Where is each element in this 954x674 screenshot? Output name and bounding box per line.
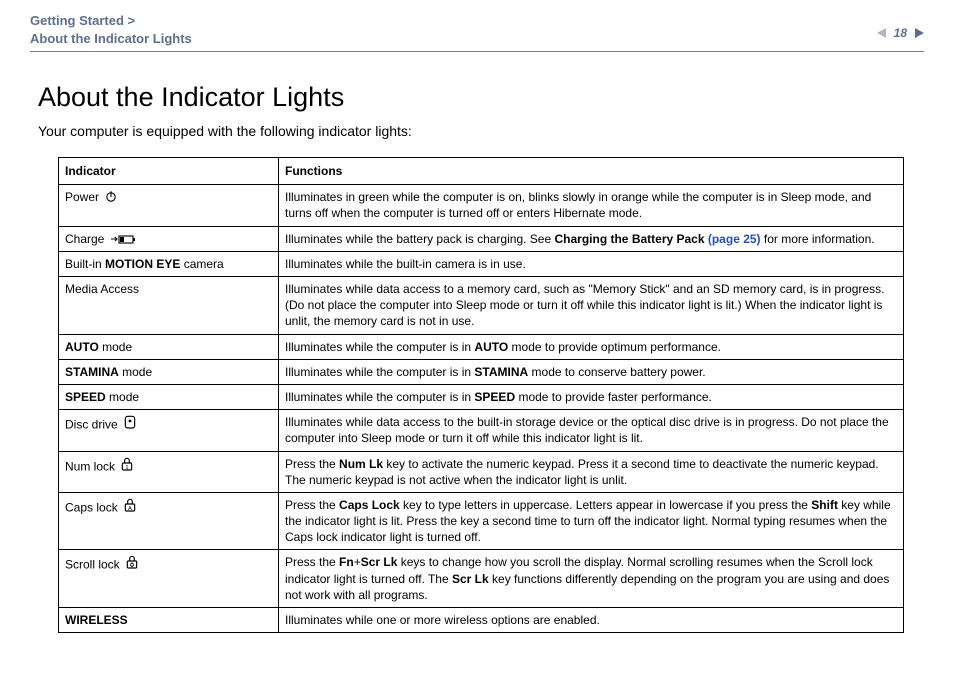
page-number: 18 [894, 26, 907, 40]
prev-page-icon[interactable] [877, 28, 886, 38]
breadcrumb-line2: About the Indicator Lights [30, 31, 192, 46]
text-bold: Scr Lk [452, 572, 489, 586]
breadcrumb-line1: Getting Started > [30, 13, 135, 28]
cell-indicator: AUTO mode [59, 334, 279, 359]
col-indicator: Indicator [59, 158, 279, 185]
text-bold: STAMINA [474, 365, 528, 379]
link-text-bold: Charging the Battery Pack [554, 232, 707, 246]
cell-indicator: Caps lock A [59, 492, 279, 550]
power-icon [104, 189, 118, 201]
cell-function: Illuminates while the built-in camera is… [279, 251, 904, 276]
text-bold: SPEED [65, 390, 106, 404]
text: Built-in [65, 257, 105, 271]
text-bold: Scr Lk [361, 555, 398, 569]
cell-function: Press the Num Lk key to activate the num… [279, 451, 904, 492]
page-header: Getting Started > About the Indicator Li… [30, 12, 924, 52]
cell-function: Illuminates while the computer is in SPE… [279, 384, 904, 409]
indicator-label: Num lock [65, 459, 115, 473]
text: mode [106, 390, 139, 404]
table-row: Power Illuminates in green while the com… [59, 185, 904, 226]
svg-text:A: A [128, 506, 132, 512]
text-bold: WIRELESS [65, 613, 128, 627]
scroll-lock-icon [125, 554, 139, 566]
cell-indicator: Power [59, 185, 279, 226]
cell-indicator: WIRELESS [59, 608, 279, 633]
indicator-label: Power [65, 190, 99, 204]
table-row: Charge Illuminates while the battery pac… [59, 226, 904, 251]
text: mode to provide faster performance. [515, 390, 712, 404]
table-row: Built-in MOTION EYE camera Illuminates w… [59, 251, 904, 276]
table-row: Media Access Illuminates while data acce… [59, 277, 904, 335]
text-bold: Caps Lock [339, 498, 400, 512]
indicator-label: Scroll lock [65, 558, 120, 572]
cell-function: Illuminates while the computer is in STA… [279, 359, 904, 384]
text: + [354, 555, 361, 569]
next-page-icon[interactable] [915, 28, 924, 38]
text: for more information. [761, 232, 875, 246]
cell-indicator: Disc drive [59, 410, 279, 451]
cell-indicator: STAMINA mode [59, 359, 279, 384]
cell-function: Press the Fn+Scr Lk keys to change how y… [279, 550, 904, 608]
cell-function: Illuminates while the battery pack is ch… [279, 226, 904, 251]
cell-function: Illuminates while one or more wireless o… [279, 608, 904, 633]
page-nav: 18 [877, 12, 924, 40]
text-bold: AUTO [65, 340, 99, 354]
text: mode [99, 340, 132, 354]
cell-indicator: Media Access [59, 277, 279, 335]
text: Press the [285, 555, 339, 569]
text: Illuminates while the computer is in [285, 390, 474, 404]
page-title: About the Indicator Lights [38, 82, 924, 113]
page-link[interactable]: (page 25) [708, 232, 761, 246]
cell-function: Press the Caps Lock key to type letters … [279, 492, 904, 550]
col-functions: Functions [279, 158, 904, 185]
cell-indicator: Num lock 1 [59, 451, 279, 492]
table-header-row: Indicator Functions [59, 158, 904, 185]
cell-indicator: Scroll lock [59, 550, 279, 608]
text: Press the [285, 457, 339, 471]
indicator-table: Indicator Functions Power Illuminates in… [58, 157, 904, 633]
num-lock-icon: 1 [120, 456, 134, 468]
table-row: Disc drive Illuminates while data access… [59, 410, 904, 451]
text-bold: Shift [811, 498, 838, 512]
indicator-label: Disc drive [65, 417, 118, 431]
cell-function: Illuminates while data access to the bui… [279, 410, 904, 451]
table-row: Caps lock A Press the Caps Lock key to t… [59, 492, 904, 550]
text: key to type letters in uppercase. Letter… [400, 498, 812, 512]
charge-icon [110, 233, 138, 245]
indicator-label: Charge [65, 232, 104, 246]
table-row: WIRELESS Illuminates while one or more w… [59, 608, 904, 633]
text: camera [180, 257, 223, 271]
cell-function: Illuminates while the computer is in AUT… [279, 334, 904, 359]
caps-lock-icon: A [123, 497, 137, 509]
disc-drive-icon [123, 414, 137, 426]
text: mode to provide optimum performance. [508, 340, 721, 354]
table-row: SPEED mode Illuminates while the compute… [59, 384, 904, 409]
text-bold: AUTO [474, 340, 508, 354]
breadcrumb[interactable]: Getting Started > About the Indicator Li… [30, 12, 192, 47]
text: Illuminates while the battery pack is ch… [285, 232, 554, 246]
text-bold: MOTION EYE [105, 257, 180, 271]
table-row: Num lock 1 Press the Num Lk key to activ… [59, 451, 904, 492]
table-row: AUTO mode Illuminates while the computer… [59, 334, 904, 359]
intro-text: Your computer is equipped with the follo… [38, 123, 924, 139]
svg-text:1: 1 [126, 464, 129, 470]
text: mode [119, 365, 152, 379]
table-row: STAMINA mode Illuminates while the compu… [59, 359, 904, 384]
cell-function: Illuminates while data access to a memor… [279, 277, 904, 335]
cell-function: Illuminates in green while the computer … [279, 185, 904, 226]
text-bold: STAMINA [65, 365, 119, 379]
cell-indicator: Built-in MOTION EYE camera [59, 251, 279, 276]
cell-indicator: Charge [59, 226, 279, 251]
cell-indicator: SPEED mode [59, 384, 279, 409]
text: Illuminates while the computer is in [285, 365, 474, 379]
text: Illuminates while the computer is in [285, 340, 474, 354]
text: mode to conserve battery power. [528, 365, 705, 379]
indicator-label: Caps lock [65, 500, 118, 514]
text-bold: Num Lk [339, 457, 383, 471]
text-bold: SPEED [474, 390, 515, 404]
text-bold: Fn [339, 555, 354, 569]
text: Press the [285, 498, 339, 512]
table-row: Scroll lock Press the Fn+Scr Lk keys to … [59, 550, 904, 608]
